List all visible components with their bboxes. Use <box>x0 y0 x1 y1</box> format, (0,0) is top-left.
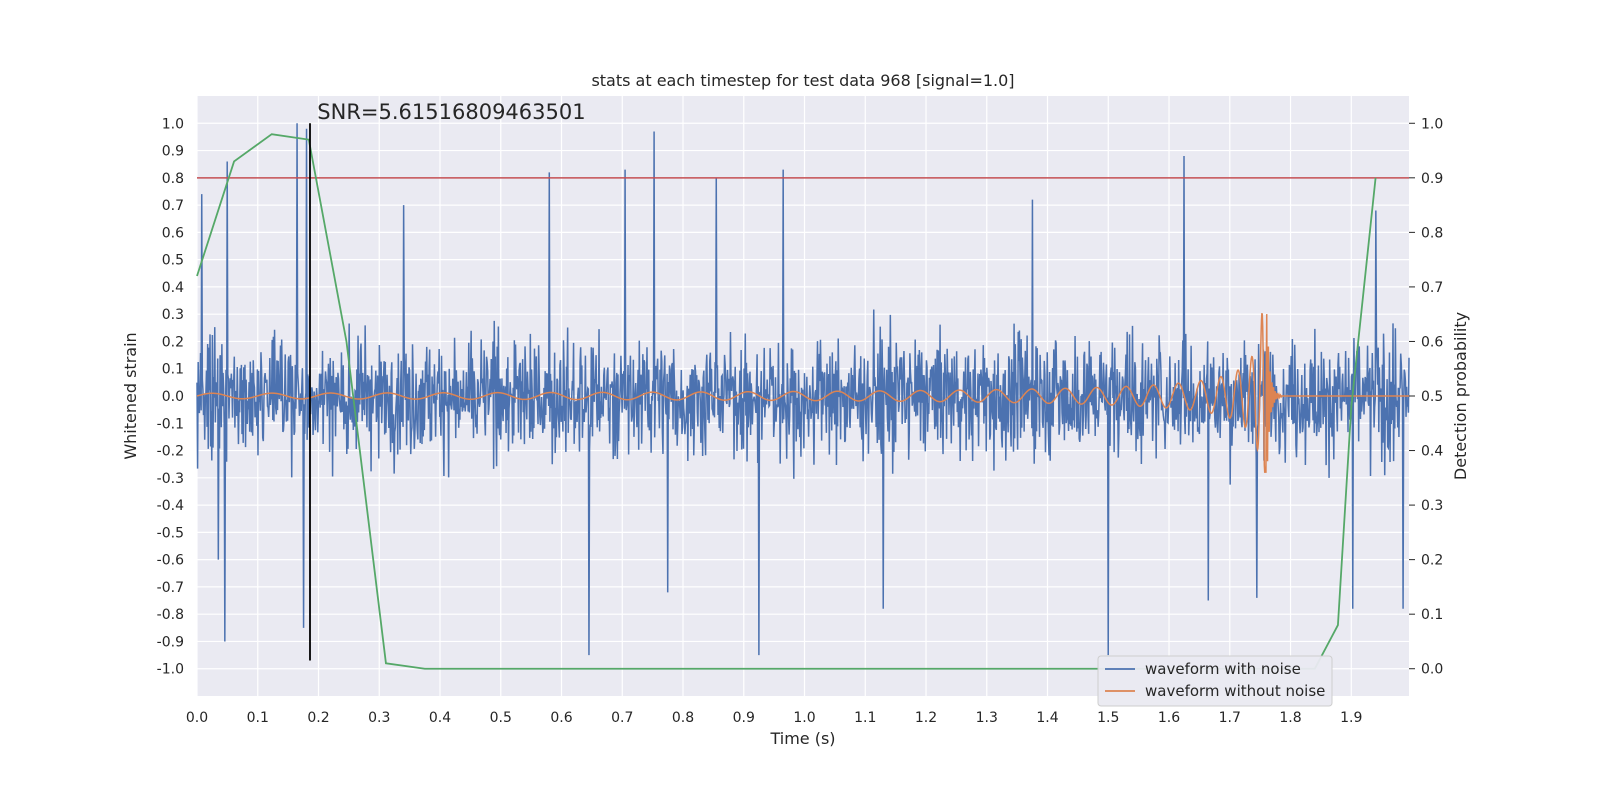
x-tick-label: 0.8 <box>672 710 694 726</box>
x-tick-label: 0.0 <box>186 710 208 726</box>
y-tick-label: -0.6 <box>157 553 184 569</box>
legend-box <box>1097 655 1333 707</box>
y2-tick-label: 0.5 <box>1421 389 1443 405</box>
y2-axis-label: Detection probability <box>1451 312 1470 480</box>
y-tick-label: 0.3 <box>162 307 184 323</box>
y-tick-label: 0.2 <box>162 334 184 350</box>
x-tick-label: 1.4 <box>1036 710 1058 726</box>
y-tick-label: 0.5 <box>162 253 184 269</box>
y-tick-label: 0.9 <box>162 144 184 160</box>
x-tick-label: 1.6 <box>1158 710 1180 726</box>
snr-annotation: SNR=5.61516809463501 <box>317 100 585 124</box>
legend: waveform with noise waveform without noi… <box>1097 655 1333 707</box>
y-tick-label: 0.7 <box>162 198 184 214</box>
x-tick-label: 1.9 <box>1340 710 1362 726</box>
x-tick-label: 0.4 <box>429 710 451 726</box>
y-tick-label: 0.1 <box>162 362 184 378</box>
y2-tick-label: 0.2 <box>1421 553 1443 569</box>
legend-label-noise: waveform with noise <box>1145 660 1301 678</box>
y-tick-label: 1.0 <box>162 116 184 132</box>
y2-tick-label: 0.9 <box>1421 171 1443 187</box>
y2-tick-label: 0.4 <box>1421 444 1443 460</box>
x-tick-label: 0.5 <box>490 710 512 726</box>
x-tick-label: 1.1 <box>854 710 876 726</box>
y-tick-label: -0.7 <box>157 580 184 596</box>
x-tick-label: 0.6 <box>550 710 572 726</box>
y-tick-label: -0.3 <box>157 471 184 487</box>
y2-ticks: 1.0 0.9 0.8 0.7 0.6 0.5 0.4 0.3 0.2 0.1 0.0 <box>1409 116 1443 678</box>
y-tick-label: -0.2 <box>157 444 184 460</box>
y2-tick-label: 0.1 <box>1421 607 1443 623</box>
series-waveform-without-noise <box>196 313 1409 473</box>
x-tick-label: 1.0 <box>793 710 815 726</box>
y-tick-label: -0.5 <box>157 525 184 541</box>
x-tick-label: 1.7 <box>1219 710 1241 726</box>
y-tick-label: 0.6 <box>162 225 184 241</box>
y2-tick-label: 0.3 <box>1421 498 1443 514</box>
x-tick-label: 1.5 <box>1097 710 1119 726</box>
y-tick-label: -0.9 <box>157 634 184 650</box>
y2-tick-label: 0.6 <box>1421 334 1443 350</box>
x-tick-label: 0.1 <box>247 710 269 726</box>
chart-title: stats at each timestep for test data 968… <box>591 71 1014 90</box>
x-tick-label: 1.8 <box>1279 710 1301 726</box>
x-ticks: 0.0 0.1 0.2 0.3 0.4 0.5 0.6 0.7 0.8 0.9 1.0 1.1 1.2 1… <box>186 710 1363 726</box>
y-tick-label: 0.4 <box>162 280 184 296</box>
y2-tick-label: 0.0 <box>1421 662 1443 678</box>
y-tick-label: 0.0 <box>162 389 184 405</box>
y-ticks: 1.0 0.9 0.8 0.7 0.6 0.5 0.4 0.3 0.2 0.1 0.0 -0.1 -0.… <box>157 116 184 677</box>
series-waveform-with-noise <box>196 123 1410 656</box>
x-axis-label: Time (s) <box>769 729 835 748</box>
x-tick-label: 0.7 <box>611 710 633 726</box>
x-tick-label: 0.2 <box>307 710 329 726</box>
y-tick-label: -1.0 <box>157 662 184 678</box>
x-tick-label: 1.2 <box>915 710 937 726</box>
y2-tick-label: 0.8 <box>1421 225 1443 241</box>
y2-tick-label: 0.7 <box>1421 280 1443 296</box>
y-tick-label: -0.1 <box>157 416 184 432</box>
x-tick-label: 1.3 <box>976 710 998 726</box>
y2-tick-label: 1.0 <box>1421 116 1443 132</box>
y-tick-label: 0.8 <box>162 171 184 187</box>
y-axis-label: Whitened strain <box>121 332 140 459</box>
x-tick-label: 0.9 <box>733 710 755 726</box>
y-tick-label: -0.4 <box>157 498 184 514</box>
y-tick-label: -0.8 <box>157 607 184 623</box>
x-tick-label: 0.3 <box>368 710 390 726</box>
legend-label-clean: waveform without noise <box>1145 682 1325 700</box>
